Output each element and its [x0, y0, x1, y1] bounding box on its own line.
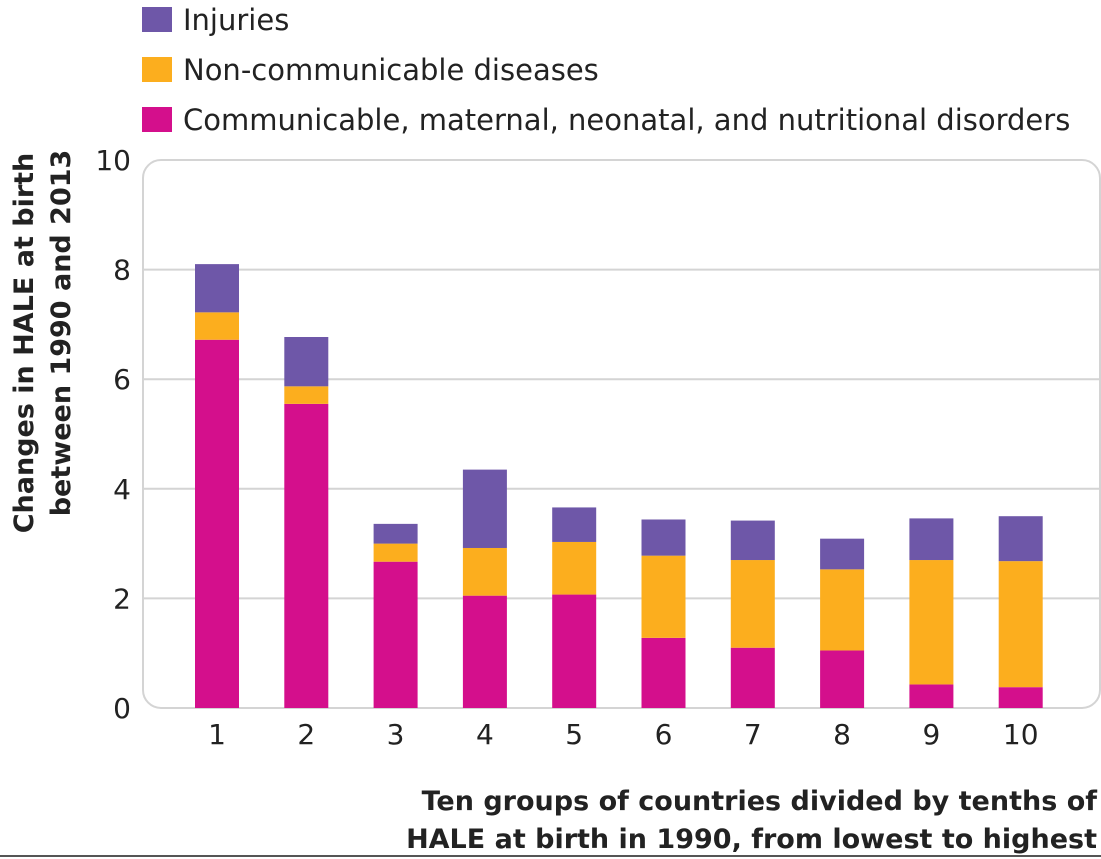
x-axis-title-line-2: HALE at birth in 1990, from lowest to hi… — [406, 824, 1097, 855]
y-axis-title-line-2: between 1990 and 2013 — [46, 150, 77, 517]
bar-2-series-2 — [284, 386, 329, 404]
bar-6-series-1 — [641, 637, 686, 708]
x-tick-label-3: 3 — [387, 718, 405, 751]
bar-7-series-2 — [730, 560, 775, 648]
legend-swatch-1 — [142, 7, 172, 32]
bar-5-series-1 — [552, 594, 597, 708]
bar-3-series-3 — [373, 523, 418, 544]
x-tick-label-1: 1 — [208, 718, 226, 751]
y-tick-label-10: 10 — [95, 144, 131, 177]
legend-label-3: Communicable, maternal, neonatal, and nu… — [183, 103, 1070, 137]
x-axis-title-line-1: Ten groups of countries divided by tenth… — [422, 786, 1098, 817]
y-tick-label-4: 4 — [113, 473, 131, 506]
bar-2-series-3 — [284, 337, 329, 387]
bar-8-series-1 — [820, 650, 865, 708]
x-tick-label-2: 2 — [297, 718, 315, 751]
legend-label-2: Non-communicable diseases — [183, 53, 599, 87]
bar-5-series-3 — [552, 507, 597, 542]
y-tick-label-0: 0 — [113, 692, 131, 725]
bar-1-series-1 — [195, 339, 239, 708]
legend-swatch-3 — [142, 107, 172, 132]
bar-4-series-3 — [462, 469, 507, 548]
bar-1-series-2 — [195, 312, 239, 340]
bar-4-series-1 — [462, 595, 507, 708]
y-axis-title-line-1: Changes in HALE at birth — [9, 153, 40, 534]
y-tick-label-6: 6 — [113, 363, 131, 396]
bar-4-series-2 — [462, 547, 507, 596]
bar-6-series-2 — [641, 555, 686, 638]
x-tick-label-10: 10 — [1003, 718, 1039, 751]
bar-7-series-3 — [730, 520, 775, 561]
bar-10-series-2 — [998, 561, 1043, 688]
bar-10-series-3 — [998, 516, 1043, 562]
bar-5-series-2 — [552, 541, 597, 595]
x-tick-label-5: 5 — [565, 718, 583, 751]
bar-1-series-3 — [195, 264, 239, 313]
bars — [195, 264, 1043, 708]
x-tick-label-8: 8 — [833, 718, 851, 751]
bar-10-series-1 — [998, 687, 1043, 708]
bar-3-series-2 — [373, 543, 418, 562]
bottom-rule — [0, 855, 1101, 857]
bar-6-series-3 — [641, 519, 686, 556]
x-tick-label-4: 4 — [476, 718, 494, 751]
legend-label-1: Injuries — [183, 3, 289, 37]
x-tick-label-7: 7 — [744, 718, 762, 751]
y-tick-label-8: 8 — [113, 254, 131, 287]
bar-2-series-1 — [284, 403, 329, 708]
x-tick-label-6: 6 — [655, 718, 673, 751]
bar-9-series-2 — [909, 560, 954, 685]
x-axis-ticks: 1 2 3 4 5 6 7 8 9 10 — [208, 718, 1038, 751]
bar-8-series-3 — [820, 538, 865, 570]
bar-8-series-2 — [820, 569, 865, 651]
bar-9-series-1 — [909, 684, 954, 708]
legend: Injuries Non-communicable diseases Communi… — [142, 3, 1070, 137]
bar-7-series-1 — [730, 647, 775, 708]
y-tick-label-2: 2 — [113, 582, 131, 615]
bar-3-series-1 — [373, 561, 418, 708]
x-tick-label-9: 9 — [922, 718, 940, 751]
legend-swatch-2 — [142, 57, 172, 82]
bar-9-series-3 — [909, 518, 954, 561]
y-axis-ticks: 0 2 4 6 8 10 — [95, 144, 131, 725]
plot-area — [142, 159, 1101, 709]
